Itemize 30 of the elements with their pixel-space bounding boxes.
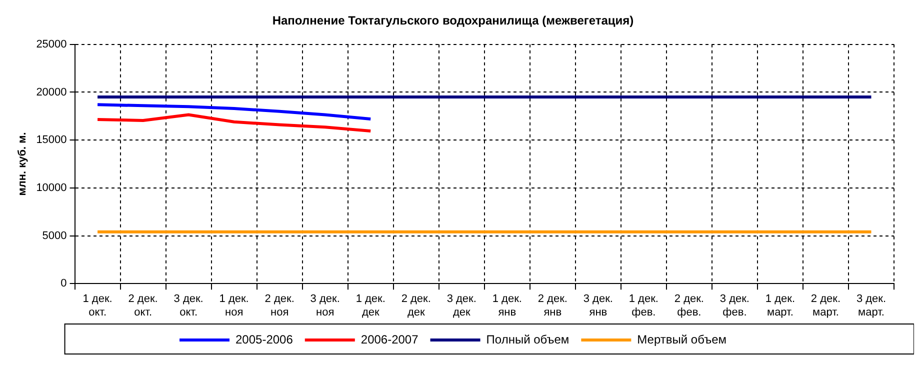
x-tick-label: 2 дек. фев. [674, 293, 704, 318]
legend-label: Мертвый объем [637, 332, 727, 346]
x-tick-label: 3 дек. март. [856, 293, 886, 318]
x-tick-label: 3 дек. дек [446, 293, 476, 318]
x-tick-label: 2 дек. янв [538, 293, 568, 318]
x-tick-label: 1 дек. ноя [219, 293, 249, 318]
x-tick-label: 1 дек. фев. [628, 293, 658, 318]
x-tick-label: 3 дек. окт. [174, 293, 204, 318]
y-tick-label: 25000 [36, 38, 67, 50]
x-tick-label: 1 дек. март. [765, 293, 796, 318]
y-tick-label: 5000 [42, 230, 67, 242]
y-axis-title: млн. куб. м. [16, 132, 29, 196]
legend-label: Полный объем [486, 332, 570, 346]
legend-label: 2005-2006 [236, 332, 294, 346]
x-tick-label: 1 дек. дек [356, 293, 386, 318]
x-tick-label: 2 дек. ноя [264, 293, 294, 318]
x-tick-label: 1 дек. янв [492, 293, 522, 318]
legend-label: 2006-2007 [360, 332, 419, 346]
x-tick-label: 3 дек. ноя [310, 293, 340, 318]
x-tick-label: 1 дек. окт. [82, 293, 112, 318]
y-tick-label: 10000 [36, 182, 67, 194]
y-tick-label: 15000 [36, 134, 67, 146]
x-tick-label: 3 дек. фев. [720, 293, 750, 318]
x-tick-label: 2 дек. дек [401, 293, 431, 318]
x-tick-label: 2 дек. март. [810, 293, 841, 318]
y-tick-label: 20000 [36, 86, 67, 98]
y-tick-label: 0 [60, 278, 67, 290]
x-tick-label: 3 дек. янв [583, 293, 613, 318]
chart-title: Наполнение Токтагульского водохранилища (межвегетация) [272, 14, 634, 28]
x-tick-label: 2 дек. окт. [128, 293, 158, 318]
